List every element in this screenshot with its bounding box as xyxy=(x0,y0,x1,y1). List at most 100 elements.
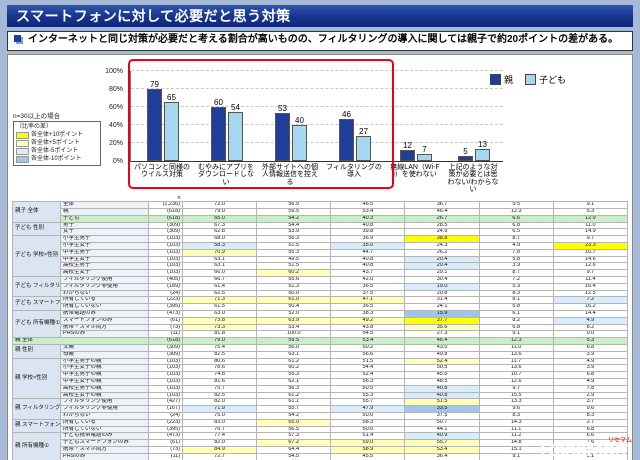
table-cell: スマートフォンのみ xyxy=(60,316,149,325)
table-cell: (427) xyxy=(148,398,183,407)
table-cell: 51.3 xyxy=(256,282,332,291)
table-cell: 8.7 xyxy=(478,235,554,244)
table-cell: 43.7 xyxy=(330,269,406,278)
table-cell: 親 スマートフォン所有状況 xyxy=(12,418,61,434)
table-cell: 46.4 xyxy=(404,337,480,346)
y-tick-label: 20% xyxy=(108,139,123,147)
table-cell: 40.8 xyxy=(330,255,406,264)
table-cell: 11.4 xyxy=(552,276,629,284)
table-cell: わからない xyxy=(60,412,149,420)
table-cell: 79.0 xyxy=(181,337,258,346)
bar-group: 60 54 xyxy=(195,71,259,161)
table-cell: 12.6 xyxy=(552,262,629,271)
table-cell: 62.5 xyxy=(181,289,258,298)
table-cell: 10.7 xyxy=(478,371,554,380)
table-cell: 40.8 xyxy=(404,391,480,400)
data-table: n 親子 全体 全体 (1,236) 72.0 56.9 46.5 36.7 9.5 9.1 親 (6… xyxy=(12,195,629,460)
legend-color-icon xyxy=(525,73,537,85)
table-cell: 7.2 xyxy=(478,276,554,284)
table-cell: (103) xyxy=(148,248,183,257)
table-row: 高校生男子 (103) 63.1 51.5 40.8 20.4 3.9 12.6 xyxy=(13,262,629,271)
table-cell: 28.5 xyxy=(404,221,480,230)
table-cell: 58.3 xyxy=(330,418,406,427)
table-row: 高校生女子 (103) 66.0 60.2 43.7 29.1 8.7 9.7 xyxy=(13,269,629,278)
table-cell: 51.5 xyxy=(330,357,406,366)
table-cell: 40.3 xyxy=(330,214,406,223)
category-label-row: パソコンと同様のウイルス対策 むやみにアプリをダウンロードしない 外部サイトへの個人… xyxy=(130,164,502,194)
table-cell: 7.2 xyxy=(552,296,629,305)
bar-親 xyxy=(400,149,415,161)
table-cell: 72.7 xyxy=(181,452,258,460)
category-label: 上記のような対策が必要とは思わない/わからない xyxy=(447,163,499,194)
table-cell: 44.7 xyxy=(330,248,406,257)
table-cell: 5.3 xyxy=(478,282,554,291)
table-cell: 6.8 xyxy=(552,425,629,434)
table-cell: 9.7 xyxy=(552,269,629,278)
legend-label: 子ども xyxy=(539,74,567,85)
threshold-color-chip xyxy=(16,155,29,163)
table-cell: 100.0 xyxy=(256,330,332,339)
table-cell: 携帯電話のみ xyxy=(60,310,149,318)
table-cell: 14.9 xyxy=(552,228,629,237)
table-cell: (473) xyxy=(148,432,183,441)
table-cell: 11.0 xyxy=(478,344,554,352)
table-cell: 9.7 xyxy=(552,235,629,244)
table-cell: 49.5 xyxy=(256,255,332,264)
table-cell: 68.0 xyxy=(181,235,258,244)
bar-value-label: 13 xyxy=(478,139,487,149)
table-cell: 8.1 xyxy=(478,296,554,305)
table-cell: (103) xyxy=(148,391,183,400)
table-cell: 56.3 xyxy=(256,384,332,393)
table-cell: 53.4 xyxy=(330,208,406,216)
table-cell: 81.8 xyxy=(181,330,258,339)
bar-group: 5 13 xyxy=(445,71,503,161)
legend-item: 子ども xyxy=(525,73,566,86)
table-cell: 所有している xyxy=(60,296,149,305)
table-row: 携帯・スマホ両方 (73) 73.3 53.4 43.8 35.6 6.8 8.2 xyxy=(13,323,629,332)
table-cell: 74.8 xyxy=(181,371,258,380)
table-cell: 52.0 xyxy=(256,310,332,318)
table-cell: (24) xyxy=(148,412,183,420)
table-cell: 65.0 xyxy=(181,214,258,223)
table-cell: 63.9 xyxy=(256,316,332,325)
table-cell: 30.4 xyxy=(404,276,480,284)
table-cell: 9.7 xyxy=(478,384,554,393)
table-cell: 43.0 xyxy=(404,344,480,352)
table-row: スマートフォンのみ (61) 73.8 63.9 49.2 37.7 8.2 4.9 xyxy=(13,316,629,325)
table-cell: 53.9 xyxy=(256,228,332,237)
table-cell: 56.3 xyxy=(330,378,406,386)
table-cell: 55.6 xyxy=(256,276,332,284)
table-cell: 76.7 xyxy=(181,425,258,434)
table-cell: 46.4 xyxy=(404,208,480,216)
table-row: 親 スマートフォン所有状況所有している(223)83.065.058.350.7… xyxy=(12,418,629,434)
threshold-legend-item: 各全体-5ポイント xyxy=(16,147,98,155)
table-cell: 61.2 xyxy=(256,357,332,366)
table-cell: 33.5 xyxy=(404,405,480,413)
table-cell: 52.4 xyxy=(330,371,406,380)
table-cell: 8.3 xyxy=(552,412,629,420)
table-cell: 11.7 xyxy=(478,357,554,366)
table-cell: 24.3 xyxy=(404,242,480,250)
table-cell: 3.9 xyxy=(552,364,629,373)
table-cell: (103) xyxy=(148,357,183,366)
table-cell: 6.8 xyxy=(478,221,554,230)
bar-group: 12 7 xyxy=(387,71,445,161)
table-cell: (61) xyxy=(148,316,183,325)
table-row: 小学生女子の親 (103) 78.6 60.2 54.4 50.5 13.6 3.9 xyxy=(13,364,629,373)
table-cell: (167) xyxy=(148,405,183,413)
table-cell: 24.1 xyxy=(404,303,480,312)
table-cell: 38.3 xyxy=(330,310,406,318)
table-cell: 3.7 xyxy=(552,398,629,407)
table-cell: 61.5 xyxy=(181,303,258,312)
table-cell: 4.9 xyxy=(478,242,554,250)
chart-area: n=30以上の場合 （比率の差） 各全体+10ポイント 各全体+5ポイント 各全体-… xyxy=(12,57,628,195)
table-cell: 70.9 xyxy=(181,248,258,257)
table-row: 女子 (309) 62.8 53.9 39.8 24.9 6.5 14.9 xyxy=(13,228,629,237)
table-cell: 75.7 xyxy=(181,384,258,393)
table-row: 親 フィルタリング使用状況フィルタリング使用(427)82.061.155.75… xyxy=(12,398,629,420)
table-cell: (309) xyxy=(148,344,183,352)
table-row: 中学生女子 (103) 63.1 49.5 40.8 20.4 5.8 14.6 xyxy=(13,255,629,264)
y-tick-label: 40% xyxy=(108,121,123,129)
table-cell: 40.8 xyxy=(404,384,480,393)
y-axis: 100% 80% 60% 40% 20% 0% xyxy=(94,68,128,165)
